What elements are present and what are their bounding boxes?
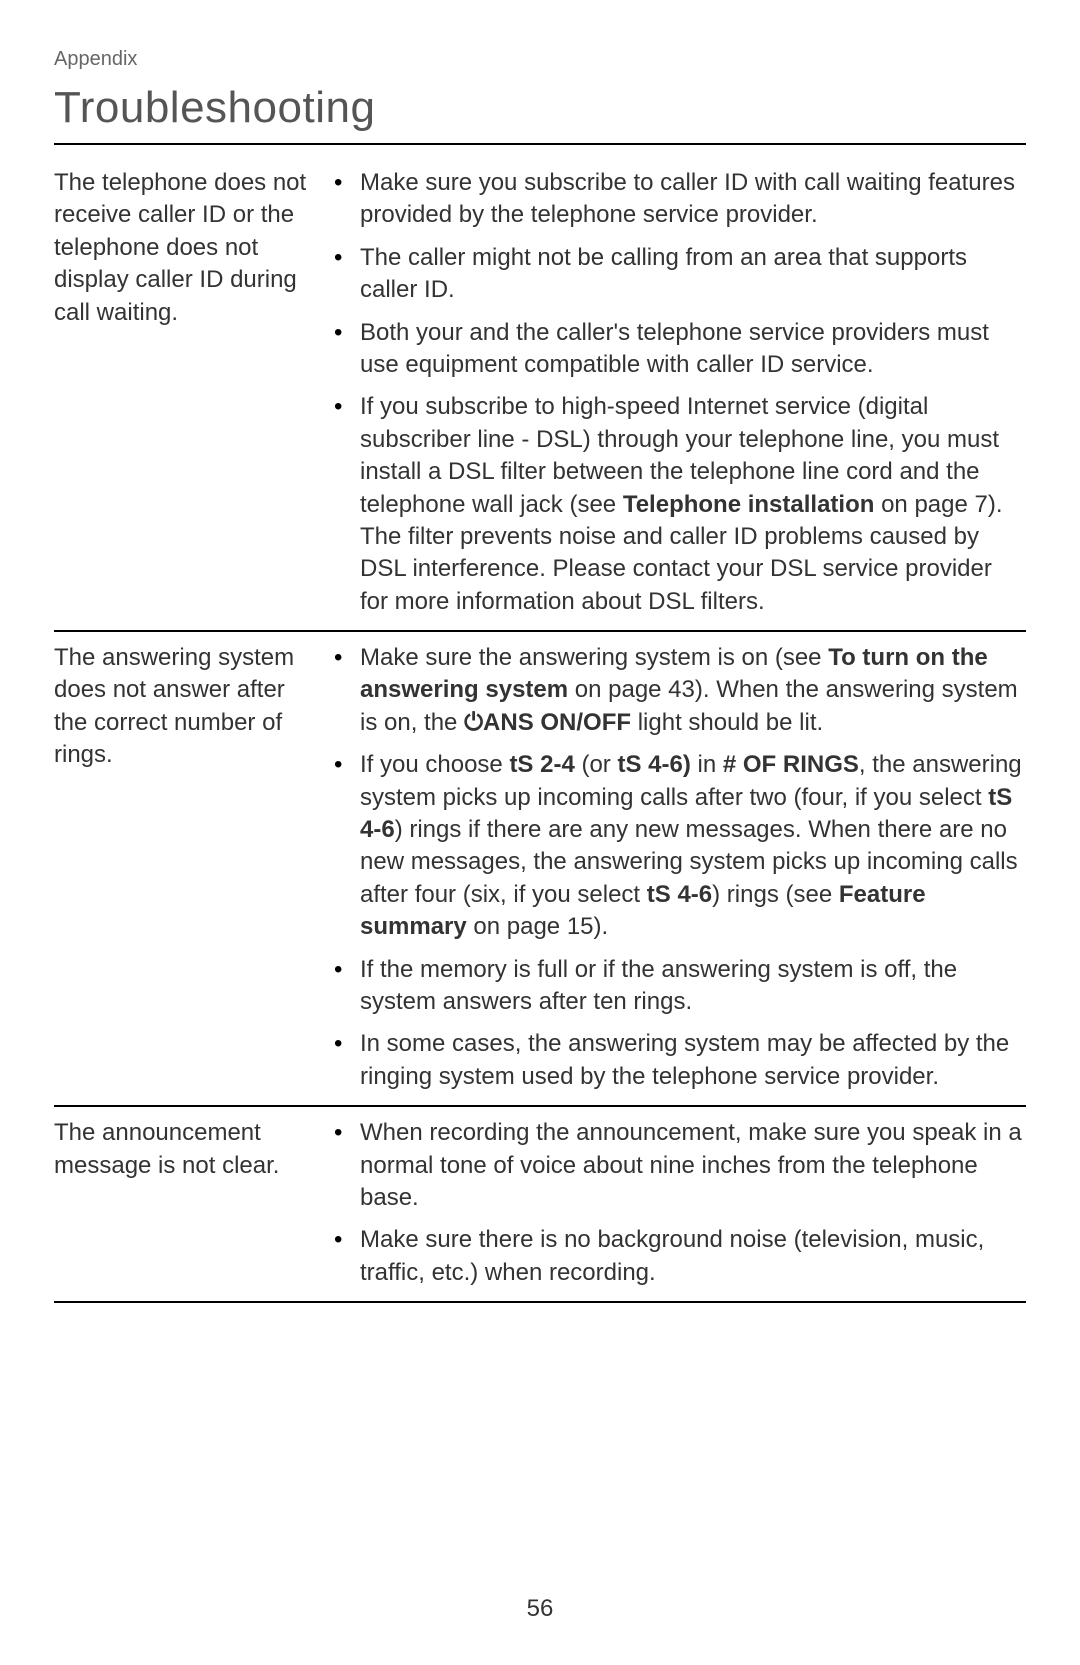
troubleshooting-table: The telephone does not receive caller ID… xyxy=(54,157,1026,1303)
bullet-text: The caller might not be calling from an … xyxy=(360,242,1026,307)
bullet-icon: • xyxy=(332,749,360,943)
list-item: •If you choose tS 2-4 (or tS 4-6) in # O… xyxy=(332,749,1026,943)
bullet-text: Make sure the answering system is on (se… xyxy=(360,642,1026,739)
bullet-icon: • xyxy=(332,1028,360,1093)
problem-text: The announcement message is not clear. xyxy=(54,1117,332,1289)
bullet-icon: • xyxy=(332,391,360,618)
list-item: •In some cases, the answering system may… xyxy=(332,1028,1026,1093)
bullet-text: In some cases, the answering system may … xyxy=(360,1028,1026,1093)
bullet-text: Make sure you subscribe to caller ID wit… xyxy=(360,167,1026,232)
problem-text: The answering system does not answer aft… xyxy=(54,642,332,1093)
bullet-icon: • xyxy=(332,954,360,1019)
bullet-text: Make sure there is no background noise (… xyxy=(360,1224,1026,1289)
bullet-text: If the memory is full or if the answerin… xyxy=(360,954,1026,1019)
appendix-label: Appendix xyxy=(54,48,1026,71)
list-item: •Make sure there is no background noise … xyxy=(332,1224,1026,1289)
solutions-column: •When recording the announcement, make s… xyxy=(332,1117,1026,1289)
bullet-text: When recording the announcement, make su… xyxy=(360,1117,1026,1214)
bullet-icon: • xyxy=(332,1117,360,1214)
list-item: •Both your and the caller's telephone se… xyxy=(332,317,1026,382)
list-item: •Make sure you subscribe to caller ID wi… xyxy=(332,167,1026,232)
bullet-text: If you subscribe to high-speed Internet … xyxy=(360,391,1026,618)
table-row: The announcement message is not clear.•W… xyxy=(54,1107,1026,1303)
list-item: •The caller might not be calling from an… xyxy=(332,242,1026,307)
bullet-icon: • xyxy=(332,1224,360,1289)
solutions-column: •Make sure you subscribe to caller ID wi… xyxy=(332,167,1026,618)
list-item: •If the memory is full or if the answeri… xyxy=(332,954,1026,1019)
table-row: The telephone does not receive caller ID… xyxy=(54,157,1026,632)
bullet-icon: • xyxy=(332,167,360,232)
problem-text: The telephone does not receive caller ID… xyxy=(54,167,332,618)
page-title: Troubleshooting xyxy=(54,83,1026,133)
list-item: •Make sure the answering system is on (s… xyxy=(332,642,1026,739)
bullet-text: Both your and the caller's telephone ser… xyxy=(360,317,1026,382)
bullet-icon: • xyxy=(332,317,360,382)
bullet-icon: • xyxy=(332,642,360,739)
top-divider xyxy=(54,143,1026,145)
bullet-text: If you choose tS 2-4 (or tS 4-6) in # OF… xyxy=(360,749,1026,943)
list-item: •If you subscribe to high-speed Internet… xyxy=(332,391,1026,618)
solutions-column: •Make sure the answering system is on (s… xyxy=(332,642,1026,1093)
list-item: •When recording the announcement, make s… xyxy=(332,1117,1026,1214)
bullet-icon: • xyxy=(332,242,360,307)
page-number: 56 xyxy=(0,1595,1080,1623)
table-row: The answering system does not answer aft… xyxy=(54,632,1026,1107)
